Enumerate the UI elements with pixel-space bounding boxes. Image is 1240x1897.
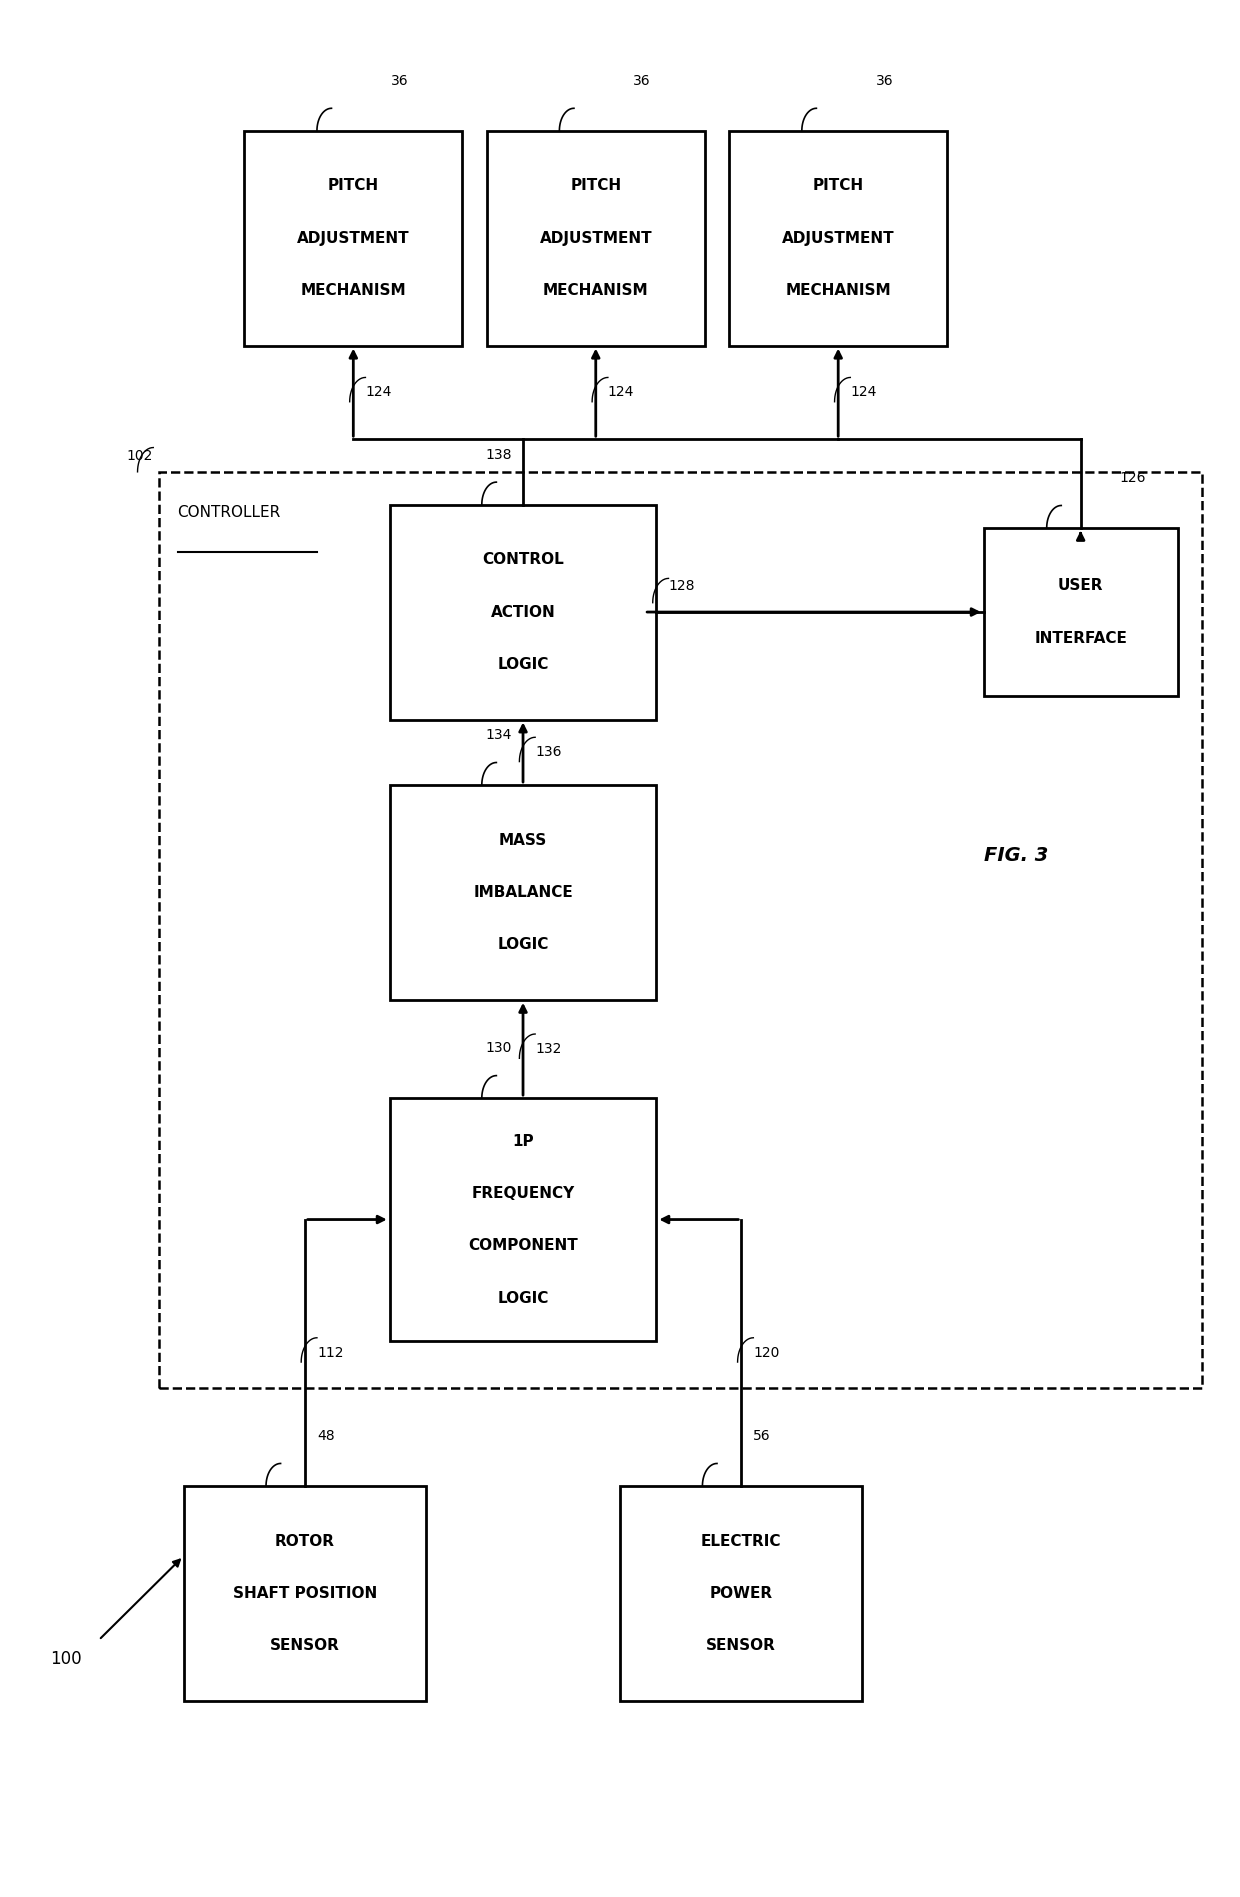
Text: LOGIC: LOGIC — [497, 1290, 549, 1305]
Bar — [160, 472, 1202, 1389]
Text: MASS: MASS — [498, 833, 547, 848]
Text: USER: USER — [1058, 579, 1104, 594]
Text: 102: 102 — [126, 448, 154, 463]
Bar — [983, 527, 1178, 696]
Text: 134: 134 — [485, 728, 512, 742]
Text: 36: 36 — [875, 74, 893, 87]
Text: MECHANISM: MECHANISM — [543, 283, 649, 298]
Text: ADJUSTMENT: ADJUSTMENT — [298, 231, 409, 247]
Text: POWER: POWER — [709, 1586, 773, 1601]
Text: 124: 124 — [851, 385, 877, 400]
Bar — [389, 1098, 656, 1341]
Text: LOGIC: LOGIC — [497, 656, 549, 672]
Text: SENSOR: SENSOR — [707, 1639, 776, 1652]
Text: 100: 100 — [51, 1650, 82, 1667]
Text: MECHANISM: MECHANISM — [300, 283, 407, 298]
Text: 36: 36 — [391, 74, 408, 87]
Text: 126: 126 — [1120, 470, 1146, 486]
Text: ADJUSTMENT: ADJUSTMENT — [539, 231, 652, 247]
Text: 124: 124 — [608, 385, 634, 400]
Text: COMPONENT: COMPONENT — [469, 1239, 578, 1254]
Text: 120: 120 — [754, 1345, 780, 1360]
Text: 124: 124 — [366, 385, 392, 400]
Bar — [184, 1485, 427, 1702]
Bar — [729, 131, 947, 345]
Text: INTERFACE: INTERFACE — [1034, 630, 1127, 645]
Text: CONTROL: CONTROL — [482, 552, 564, 567]
Text: PITCH: PITCH — [812, 178, 864, 193]
Text: ELECTRIC: ELECTRIC — [701, 1533, 781, 1548]
Text: LOGIC: LOGIC — [497, 937, 549, 952]
Bar — [389, 785, 656, 1000]
Bar — [620, 1485, 863, 1702]
Text: MECHANISM: MECHANISM — [785, 283, 892, 298]
Text: 136: 136 — [536, 746, 562, 759]
Text: ADJUSTMENT: ADJUSTMENT — [782, 231, 894, 247]
Text: SENSOR: SENSOR — [270, 1639, 340, 1652]
Text: ROTOR: ROTOR — [275, 1533, 335, 1548]
Bar — [486, 131, 704, 345]
Bar — [389, 505, 656, 719]
Bar — [244, 131, 463, 345]
Text: CONTROLLER: CONTROLLER — [177, 505, 280, 520]
Text: SHAFT POSITION: SHAFT POSITION — [233, 1586, 377, 1601]
Text: 1P: 1P — [512, 1134, 534, 1148]
Text: 138: 138 — [485, 448, 512, 461]
Text: 56: 56 — [754, 1428, 771, 1444]
Text: FREQUENCY: FREQUENCY — [471, 1186, 574, 1201]
Text: 130: 130 — [485, 1041, 512, 1055]
Text: FIG. 3: FIG. 3 — [983, 846, 1048, 865]
Text: PITCH: PITCH — [327, 178, 379, 193]
Text: 48: 48 — [317, 1428, 335, 1444]
Text: 112: 112 — [317, 1345, 343, 1360]
Text: 128: 128 — [668, 579, 694, 594]
Text: 132: 132 — [536, 1041, 562, 1057]
Text: PITCH: PITCH — [570, 178, 621, 193]
Text: ACTION: ACTION — [491, 605, 556, 620]
Text: IMBALANCE: IMBALANCE — [474, 884, 573, 899]
Text: 36: 36 — [634, 74, 651, 87]
